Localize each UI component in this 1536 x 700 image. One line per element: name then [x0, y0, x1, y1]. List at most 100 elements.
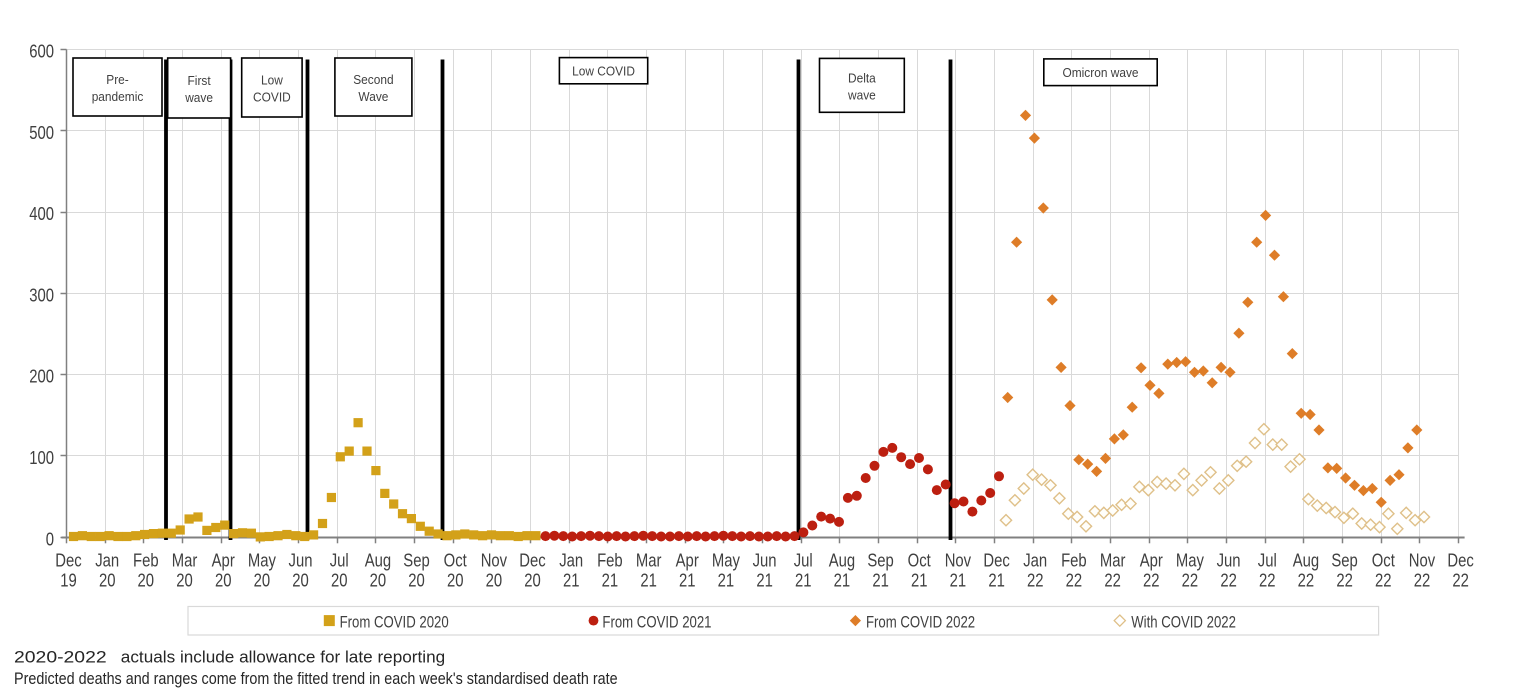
svg-text:Low COVID: Low COVID [572, 64, 635, 78]
svg-text:2020-2022: 2020-2022 [14, 648, 107, 667]
svg-text:21: 21 [950, 570, 967, 591]
svg-text:21: 21 [602, 570, 619, 591]
svg-text:actuals include allowance for: actuals include allowance for late repor… [121, 648, 445, 667]
svg-text:Jul: Jul [330, 550, 349, 571]
svg-text:Aug: Aug [829, 550, 855, 571]
svg-text:Feb: Feb [597, 550, 623, 571]
svg-text:600: 600 [29, 41, 54, 62]
svg-text:21: 21 [640, 570, 657, 591]
svg-text:22: 22 [1375, 570, 1392, 591]
svg-text:Oct: Oct [908, 550, 931, 571]
svg-text:Mar: Mar [1100, 550, 1126, 571]
svg-text:Omicron wave: Omicron wave [1062, 66, 1138, 80]
svg-text:22: 22 [1259, 570, 1276, 591]
svg-text:20: 20 [408, 570, 425, 591]
svg-text:19: 19 [60, 570, 77, 591]
svg-text:May: May [248, 550, 277, 571]
svg-text:Sep: Sep [403, 550, 429, 571]
svg-text:From COVID 2021: From COVID 2021 [602, 613, 711, 632]
svg-text:Jan: Jan [1023, 550, 1047, 571]
svg-text:22: 22 [1414, 570, 1431, 591]
svg-text:21: 21 [718, 570, 735, 591]
svg-text:20: 20 [370, 570, 387, 591]
svg-text:Low: Low [261, 73, 283, 87]
svg-text:20: 20 [486, 570, 503, 591]
svg-text:300: 300 [29, 285, 54, 306]
svg-text:wave: wave [847, 88, 876, 102]
svg-text:Oct: Oct [1372, 550, 1395, 571]
svg-text:May: May [712, 550, 741, 571]
svg-text:200: 200 [29, 366, 54, 387]
svg-text:Predicted deaths and ranges co: Predicted deaths and ranges come from th… [14, 670, 618, 688]
svg-text:Feb: Feb [1061, 550, 1087, 571]
svg-text:Jun: Jun [289, 550, 313, 571]
svg-text:21: 21 [563, 570, 580, 591]
svg-text:Dec: Dec [1447, 550, 1474, 571]
svg-text:Wave: Wave [358, 90, 388, 104]
svg-text:Sep: Sep [1331, 550, 1357, 571]
svg-text:pandemic: pandemic [92, 90, 144, 104]
svg-text:With COVID 2022: With COVID 2022 [1131, 613, 1236, 632]
svg-text:May: May [1176, 550, 1205, 571]
svg-text:20: 20 [447, 570, 464, 591]
svg-text:Apr: Apr [212, 550, 235, 571]
svg-text:400: 400 [29, 203, 54, 224]
svg-text:21: 21 [834, 570, 851, 591]
svg-text:21: 21 [911, 570, 928, 591]
svg-text:Dec: Dec [983, 550, 1010, 571]
svg-text:Nov: Nov [945, 550, 972, 571]
svg-text:21: 21 [872, 570, 889, 591]
svg-text:Nov: Nov [1409, 550, 1436, 571]
svg-text:20: 20 [292, 570, 309, 591]
svg-text:22: 22 [1066, 570, 1083, 591]
svg-text:Aug: Aug [365, 550, 391, 571]
svg-text:21: 21 [756, 570, 773, 591]
svg-text:22: 22 [1298, 570, 1315, 591]
svg-text:20: 20 [215, 570, 232, 591]
svg-text:Mar: Mar [636, 550, 662, 571]
svg-text:Pre-: Pre- [106, 73, 128, 87]
svg-text:Jan: Jan [559, 550, 583, 571]
svg-text:Jul: Jul [1258, 550, 1277, 571]
svg-text:Sep: Sep [867, 550, 893, 571]
svg-text:20: 20 [99, 570, 116, 591]
svg-text:Oct: Oct [444, 550, 467, 571]
svg-text:22: 22 [1220, 570, 1237, 591]
svg-text:Mar: Mar [172, 550, 198, 571]
svg-text:21: 21 [988, 570, 1005, 591]
svg-text:Aug: Aug [1293, 550, 1319, 571]
svg-text:500: 500 [29, 122, 54, 143]
svg-text:22: 22 [1104, 570, 1121, 591]
svg-text:Dec: Dec [55, 550, 82, 571]
svg-text:20: 20 [138, 570, 155, 591]
svg-text:22: 22 [1143, 570, 1160, 591]
svg-text:22: 22 [1182, 570, 1199, 591]
svg-text:From COVID 2022: From COVID 2022 [866, 613, 975, 632]
svg-text:Jun: Jun [1217, 550, 1241, 571]
svg-text:wave: wave [184, 91, 213, 105]
svg-text:Jun: Jun [753, 550, 777, 571]
svg-text:22: 22 [1452, 570, 1469, 591]
svg-text:22: 22 [1336, 570, 1353, 591]
svg-text:Apr: Apr [1140, 550, 1163, 571]
svg-text:First: First [188, 74, 212, 88]
svg-text:21: 21 [679, 570, 696, 591]
svg-text:0: 0 [46, 529, 54, 550]
svg-text:22: 22 [1027, 570, 1044, 591]
svg-text:Delta: Delta [848, 71, 876, 85]
svg-text:Apr: Apr [676, 550, 699, 571]
svg-text:COVID: COVID [253, 90, 291, 104]
svg-text:20: 20 [176, 570, 193, 591]
svg-text:20: 20 [254, 570, 271, 591]
svg-text:Jan: Jan [95, 550, 119, 571]
svg-text:From COVID 2020: From COVID 2020 [340, 613, 449, 632]
svg-text:Nov: Nov [481, 550, 508, 571]
svg-text:Jul: Jul [794, 550, 813, 571]
svg-text:Feb: Feb [133, 550, 159, 571]
svg-text:Second: Second [353, 73, 393, 87]
svg-text:100: 100 [29, 447, 54, 468]
svg-text:Dec: Dec [519, 550, 546, 571]
svg-text:20: 20 [331, 570, 348, 591]
svg-text:21: 21 [795, 570, 812, 591]
svg-text:20: 20 [524, 570, 541, 591]
